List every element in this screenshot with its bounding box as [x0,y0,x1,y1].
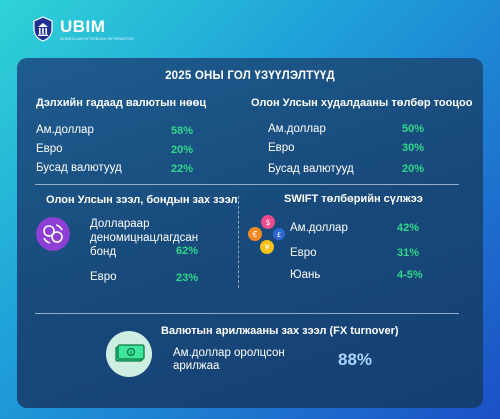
svg-text:¥: ¥ [264,243,269,252]
swift-value-usd: 42% [397,222,420,234]
reserves-label-usd: Ам.доллар [36,124,94,136]
bonds-label-line-3: бонд [90,246,117,258]
reserves-value-usd: 58% [171,125,194,137]
bonds-label-eur: Евро [90,271,117,283]
bonds-value-usd: 62% [176,245,199,257]
bonds-value-eur: 23% [176,272,199,284]
payments-value-eur: 30% [402,142,425,154]
fx-label-line-1: Ам.доллар оролцсон [173,347,285,359]
svg-text:$: $ [129,351,132,357]
swift-label-usd: Ам.доллар [290,222,348,234]
brand-logo: UBIM MONGOLIAN INTERBANK INFORMATION [32,16,134,42]
payments-heading: Олон Улсын худалдааны төлбөр тооцоо [251,97,473,109]
bonds-heading: Олон Улсын зээл, бондын зах зээл [46,194,238,206]
bank-crest-icon [33,16,53,42]
page-title: 2025 ОНЫ ГОЛ ҮЗҮҮЛЭЛТҮҮД [165,70,335,82]
payments-value-usd: 50% [402,123,425,135]
payments-value-other: 20% [402,163,425,175]
payments-label-eur: Евро [268,142,295,154]
fx-value: 88% [338,350,373,369]
reserves-value-other: 22% [171,163,194,175]
column-divider [238,196,239,288]
section-divider [35,184,459,185]
brand-name: UBIM [60,16,106,36]
reserves-label-eur: Евро [36,143,63,155]
bonds-label-line-2: деномицнацлагдсан [90,232,199,244]
payments-label-usd: Ам.доллар [268,123,326,135]
bonds-label-usd: Доллараар деномицнацлагдсан бонд [90,217,198,259]
swift-heading: SWIFT төлбөрийн сүлжээ [284,193,423,205]
payments-label-other: Бусад валютууд [268,163,354,175]
brand-subtitle: MONGOLIAN INTERBANK INFORMATION [60,36,134,41]
fx-label: Ам.доллар оролцсон арилжаа [173,347,285,373]
fx-label-line-2: арилжаа [173,360,220,372]
currency-coins-icon: $ € £ ¥ [248,215,285,254]
banknote-icon: $ [106,331,152,377]
swift-label-eur: Евро [290,247,317,259]
fx-heading: Валютын арилжааны зах зээл (FX turnover) [161,325,399,337]
svg-text:€: € [252,230,257,239]
svg-text:$: $ [265,218,270,227]
fx-divider [35,313,459,314]
swift-value-eur: 31% [397,247,420,259]
reserves-heading: Дэлхийн гадаад валютын нөөц [36,97,207,109]
reserves-label-other: Бусад валютууд [36,162,122,174]
svg-text:£: £ [277,231,281,239]
reserves-value-eur: 20% [171,144,194,156]
bonds-label-line-1: Доллараар [90,218,150,230]
swift-label-cny: Юань [290,269,321,281]
swift-value-cny: 4-5% [397,269,423,281]
currency-exchange-icon [36,217,70,251]
